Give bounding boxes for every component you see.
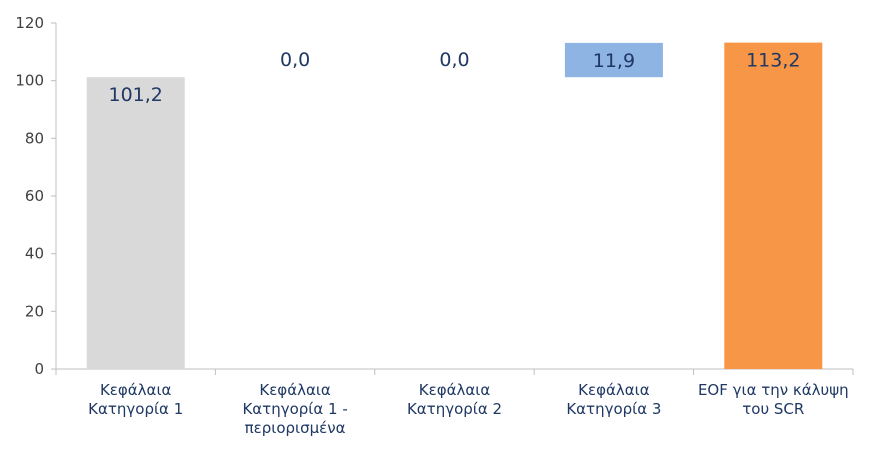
y-axis: 0 20 40 60 80 100 120: [15, 14, 56, 378]
y-tick-label: 80: [25, 129, 44, 147]
category-label: Κεφάλαια Κατηγορία 1 -περιορισμένα: [242, 381, 347, 437]
y-tick-label: 20: [25, 302, 44, 320]
data-labels: 101,2 0,0 0,0 11,9 113,2: [108, 49, 800, 106]
bar: [87, 77, 185, 369]
y-tick-label: 60: [25, 187, 44, 205]
category-label-line: Κεφάλαια: [578, 381, 650, 399]
category-label: Κεφάλαια Κατηγορία 2: [407, 381, 502, 418]
data-label: 0,0: [280, 49, 310, 71]
category-label: EOF για την κάλυψη του SCR: [698, 381, 849, 418]
data-label: 11,9: [593, 50, 635, 72]
category-label-line: του SCR: [742, 400, 804, 418]
data-label: 113,2: [746, 50, 800, 72]
y-tick-label: 0: [34, 360, 44, 378]
category-label: Κεφάλαια Κατηγορία 1: [88, 381, 183, 418]
y-tick-label: 40: [25, 245, 44, 263]
category-label-line: Κατηγορία 3: [566, 400, 661, 418]
data-label: 0,0: [439, 49, 469, 71]
y-tick-label: 100: [15, 72, 44, 90]
category-label-line: Κατηγορία 2: [407, 400, 502, 418]
category-label-line: Κεφάλαια: [259, 381, 331, 399]
data-label: 101,2: [108, 84, 162, 106]
category-label-line: Κατηγορία 1 -: [242, 400, 347, 418]
category-label-line: Κατηγορία 1: [88, 400, 183, 418]
category-label-line: Κεφάλαια: [100, 381, 172, 399]
category-label: Κεφάλαια Κατηγορία 3: [566, 381, 661, 418]
category-label-line: EOF για την κάλυψη: [698, 381, 849, 399]
category-label-line: περιορισμένα: [245, 419, 346, 437]
y-tick-label: 120: [15, 14, 44, 32]
bar: [724, 43, 822, 369]
bars: [87, 43, 823, 369]
category-label-line: Κεφάλαια: [419, 381, 491, 399]
